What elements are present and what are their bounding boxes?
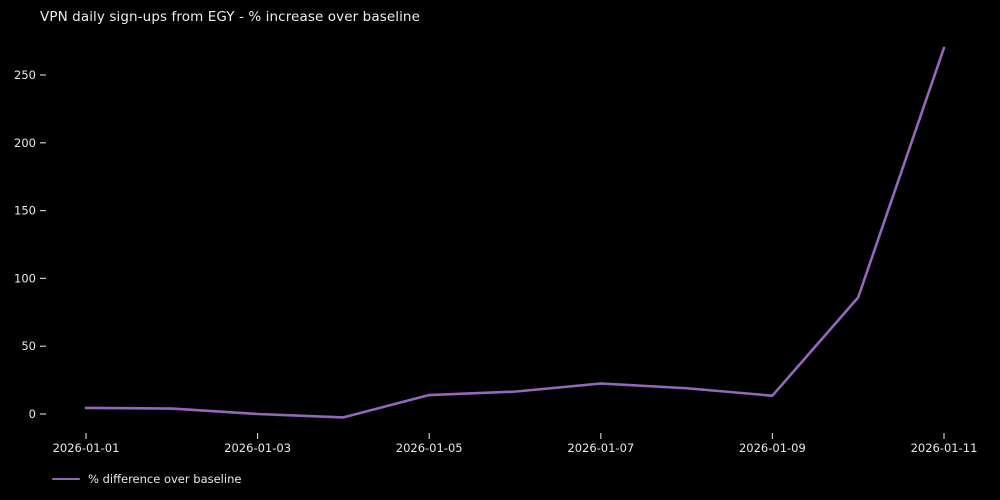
x-tick-label: 2026-01-01 bbox=[53, 441, 120, 455]
x-tick-label: 2026-01-05 bbox=[396, 441, 463, 455]
legend-label: % difference over baseline bbox=[88, 472, 242, 486]
y-tick-label: 150 bbox=[14, 204, 36, 218]
x-tick-label: 2026-01-03 bbox=[224, 441, 291, 455]
x-tick-label: 2026-01-09 bbox=[739, 441, 806, 455]
y-tick-label: 250 bbox=[14, 68, 36, 82]
chart-title: VPN daily sign-ups from EGY - % increase… bbox=[40, 9, 420, 25]
series-line bbox=[84, 46, 946, 419]
y-tick-label: 50 bbox=[21, 339, 36, 353]
legend-line-swatch bbox=[52, 478, 80, 480]
x-tick-label: 2026-01-11 bbox=[911, 441, 978, 455]
y-tick-label: 100 bbox=[14, 271, 36, 285]
y-tick-label: 0 bbox=[29, 407, 36, 421]
legend: % difference over baseline bbox=[52, 471, 241, 487]
x-tick-label: 2026-01-07 bbox=[567, 441, 634, 455]
y-tick-label: 200 bbox=[14, 136, 36, 150]
